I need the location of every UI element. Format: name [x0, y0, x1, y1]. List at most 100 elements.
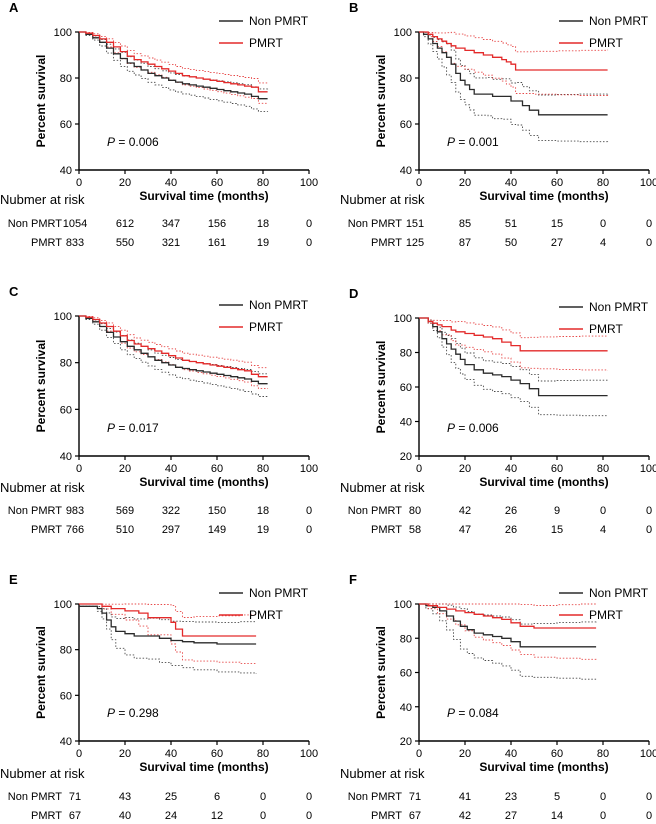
survival-curve-pmrt — [419, 603, 597, 629]
risk-row-label: PMRT — [31, 237, 62, 249]
panel-letter: D — [349, 286, 358, 301]
panel-letter: C — [9, 284, 19, 299]
p-value-annotation: P = 0.006 — [107, 135, 159, 149]
risk-value: 0 — [646, 524, 652, 536]
x-tick-label: 100 — [300, 463, 318, 475]
risk-value: 71 — [409, 791, 421, 803]
risk-value: 6 — [214, 791, 220, 803]
x-tick-label: 60 — [551, 177, 563, 189]
y-tick-label: 40 — [400, 702, 412, 714]
x-axis-label: Survival time (months) — [479, 189, 608, 203]
y-tick-label: 40 — [60, 736, 72, 748]
risk-value: 14 — [551, 810, 563, 822]
legend-label-pmrt: PMRT — [249, 320, 283, 334]
ci-lower-non-pmrt — [419, 31, 609, 143]
p-value-annotation: P = 0.084 — [447, 706, 499, 720]
risk-value: 151 — [406, 218, 424, 230]
risk-value: 0 — [600, 810, 606, 822]
survival-curve-pmrt — [419, 31, 608, 71]
y-axis-label: Percent survival — [34, 340, 48, 433]
y-axis-label: Percent survival — [34, 626, 48, 719]
risk-value: 0 — [306, 810, 312, 822]
ci-lower-non-pmrt — [419, 603, 597, 681]
p-value-annotation: P = 0.001 — [447, 135, 499, 149]
x-tick-label: 20 — [459, 177, 471, 189]
ci-lower-non-pmrt — [79, 315, 269, 397]
risk-value: 0 — [306, 218, 312, 230]
risk-value: 19 — [257, 237, 269, 249]
x-tick-label: 20 — [459, 463, 471, 475]
survival-curve-non-pmrt — [419, 317, 608, 397]
x-tick-label: 0 — [76, 177, 82, 189]
risk-value: 0 — [306, 237, 312, 249]
risk-value: 26 — [505, 524, 517, 536]
x-axis-label: Survival time (months) — [139, 760, 268, 774]
x-axis-label: Survival time (months) — [139, 189, 268, 203]
y-tick-label: 80 — [400, 73, 412, 85]
km-panel-f: F 20 40 60 80 100 0 20 40 60 80 100 Percent survival… — [340, 572, 656, 822]
risk-value: 15 — [551, 524, 563, 536]
risk-value: 19 — [257, 524, 269, 536]
risk-value: 27 — [505, 810, 517, 822]
ci-upper-non-pmrt — [419, 317, 609, 382]
risk-row-label: PMRT — [371, 237, 402, 249]
legend-label-non-pmrt: Non PMRT — [589, 586, 649, 600]
risk-value: 51 — [505, 218, 517, 230]
ci-upper-pmrt — [79, 31, 269, 84]
risk-value: 0 — [600, 791, 606, 803]
x-tick-label: 100 — [640, 748, 656, 760]
survival-curve-pmrt — [79, 31, 268, 93]
legend-label-pmrt: PMRT — [589, 322, 623, 336]
risk-value: 297 — [162, 524, 180, 536]
y-tick-label: 80 — [60, 358, 72, 370]
ci-upper-non-pmrt — [419, 603, 597, 625]
risk-value: 67 — [69, 810, 81, 822]
x-tick-label: 20 — [459, 748, 471, 760]
risk-row-label: Non PMRT — [348, 505, 402, 517]
x-tick-label: 80 — [257, 463, 269, 475]
ci-upper-pmrt — [419, 31, 609, 53]
y-tick-label: 80 — [400, 348, 412, 360]
survival-curve-pmrt — [419, 317, 608, 352]
x-tick-label: 40 — [165, 463, 177, 475]
x-tick-label: 80 — [597, 463, 609, 475]
x-tick-label: 0 — [76, 748, 82, 760]
y-tick-label: 40 — [60, 165, 72, 177]
risk-value: 42 — [459, 810, 471, 822]
p-value-prefix: P — [447, 135, 455, 149]
x-tick-label: 20 — [119, 177, 131, 189]
risk-table-title: Nubmer at risk — [340, 766, 425, 781]
ci-upper-pmrt — [419, 603, 597, 606]
y-axis-label: Percent survival — [374, 341, 388, 434]
x-tick-label: 40 — [505, 748, 517, 760]
legend-label-non-pmrt: Non PMRT — [249, 14, 309, 28]
risk-value: 0 — [600, 505, 606, 517]
y-tick-label: 20 — [400, 451, 412, 463]
x-tick-label: 0 — [416, 463, 422, 475]
p-value-text: = 0.001 — [455, 135, 499, 149]
risk-value: 766 — [66, 524, 84, 536]
risk-row-label: PMRT — [31, 524, 62, 536]
x-tick-label: 20 — [119, 748, 131, 760]
risk-value: 18 — [257, 505, 269, 517]
y-tick-label: 60 — [400, 668, 412, 680]
y-tick-label: 100 — [54, 311, 72, 323]
x-tick-label: 60 — [211, 177, 223, 189]
legend-label-pmrt: PMRT — [249, 608, 283, 622]
panel-letter: A — [9, 0, 19, 15]
survival-curve-pmrt — [79, 603, 257, 637]
risk-value: 40 — [119, 810, 131, 822]
x-tick-label: 40 — [505, 463, 517, 475]
y-tick-label: 20 — [400, 736, 412, 748]
x-tick-label: 0 — [416, 177, 422, 189]
y-tick-label: 40 — [400, 165, 412, 177]
y-tick-label: 60 — [60, 404, 72, 416]
y-tick-label: 80 — [60, 645, 72, 657]
risk-value: 833 — [66, 237, 84, 249]
p-value-text: = 0.006 — [455, 421, 499, 435]
risk-value: 80 — [409, 505, 421, 517]
survival-curve-non-pmrt — [79, 605, 257, 645]
y-tick-label: 40 — [60, 451, 72, 463]
